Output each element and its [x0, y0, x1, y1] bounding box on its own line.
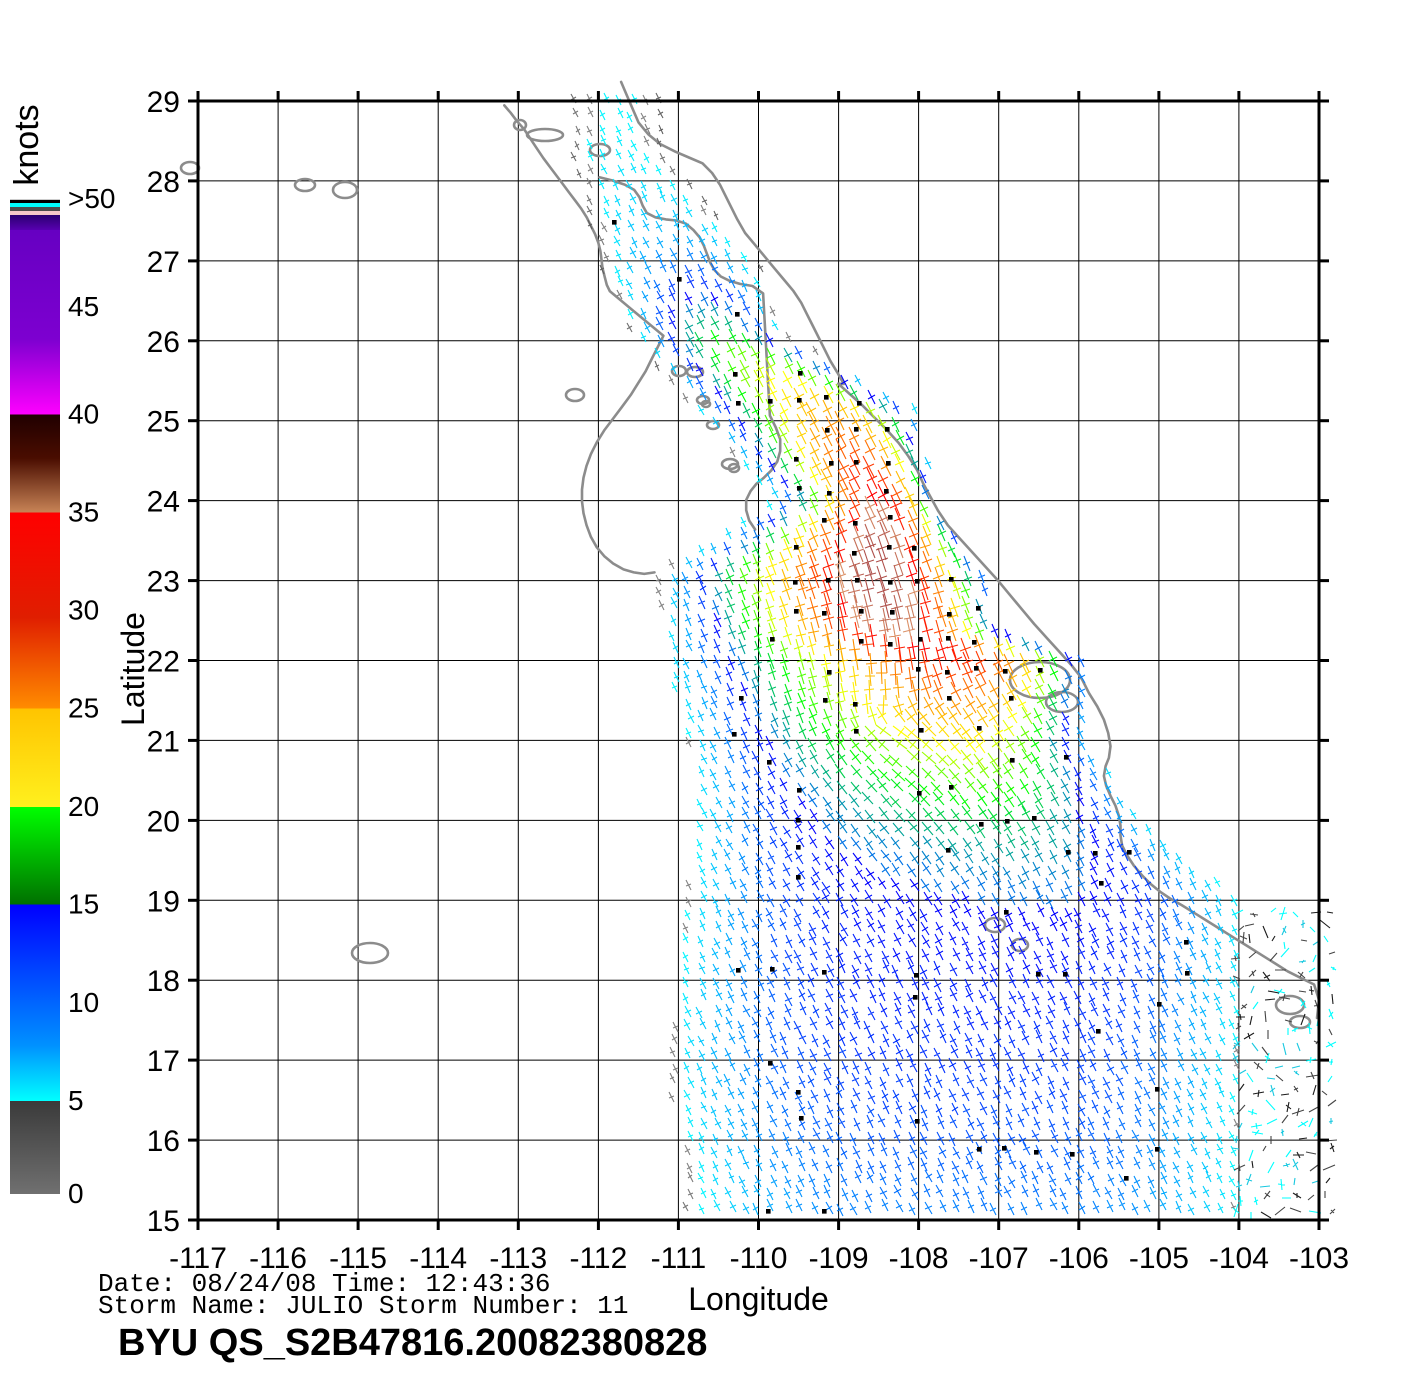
svg-text:25: 25: [147, 406, 180, 439]
svg-text:-106: -106: [1049, 1242, 1109, 1275]
svg-text:30: 30: [68, 595, 99, 626]
svg-text:27: 27: [147, 246, 180, 279]
svg-text:knots: knots: [8, 104, 46, 185]
svg-text:-107: -107: [969, 1242, 1029, 1275]
svg-text:10: 10: [68, 987, 99, 1018]
svg-text:28: 28: [147, 166, 180, 199]
svg-text:20: 20: [147, 805, 180, 838]
svg-text:22: 22: [147, 646, 180, 679]
svg-text:17: 17: [147, 1045, 180, 1078]
svg-text:-112: -112: [569, 1242, 627, 1275]
svg-text:16: 16: [147, 1125, 180, 1158]
svg-text:23: 23: [147, 566, 180, 599]
svg-text:-110: -110: [730, 1242, 788, 1275]
svg-text:20: 20: [68, 791, 99, 822]
svg-text:15: 15: [147, 1205, 180, 1238]
svg-text:-105: -105: [1129, 1242, 1189, 1275]
svg-text:19: 19: [147, 885, 180, 918]
svg-text:40: 40: [68, 399, 99, 430]
svg-text:29: 29: [147, 86, 180, 119]
svg-text:-108: -108: [889, 1242, 949, 1275]
svg-text:Storm Name: JULIO Storm Nu: Storm Name: JULIO Storm Number: 11: [98, 1291, 629, 1321]
svg-text:26: 26: [147, 326, 180, 359]
svg-text:Latitude: Latitude: [115, 612, 151, 726]
svg-text:-103: -103: [1289, 1242, 1349, 1275]
svg-text:15: 15: [68, 889, 99, 920]
svg-text:5: 5: [68, 1085, 84, 1116]
svg-text:Longitude: Longitude: [688, 1281, 829, 1317]
svg-text:45: 45: [68, 291, 99, 322]
svg-text:25: 25: [68, 693, 99, 724]
svg-text:>50: >50: [68, 183, 116, 214]
svg-text:24: 24: [147, 486, 180, 519]
svg-text:-104: -104: [1209, 1242, 1269, 1275]
svg-text:BYU QS_S2B47816.20082380828: BYU QS_S2B47816.20082380828: [118, 1322, 707, 1364]
svg-text:0: 0: [68, 1178, 84, 1209]
svg-text:-109: -109: [809, 1242, 869, 1275]
svg-text:18: 18: [147, 965, 180, 998]
svg-text:21: 21: [147, 725, 180, 758]
svg-text:-111: -111: [651, 1242, 707, 1275]
svg-text:35: 35: [68, 497, 99, 528]
